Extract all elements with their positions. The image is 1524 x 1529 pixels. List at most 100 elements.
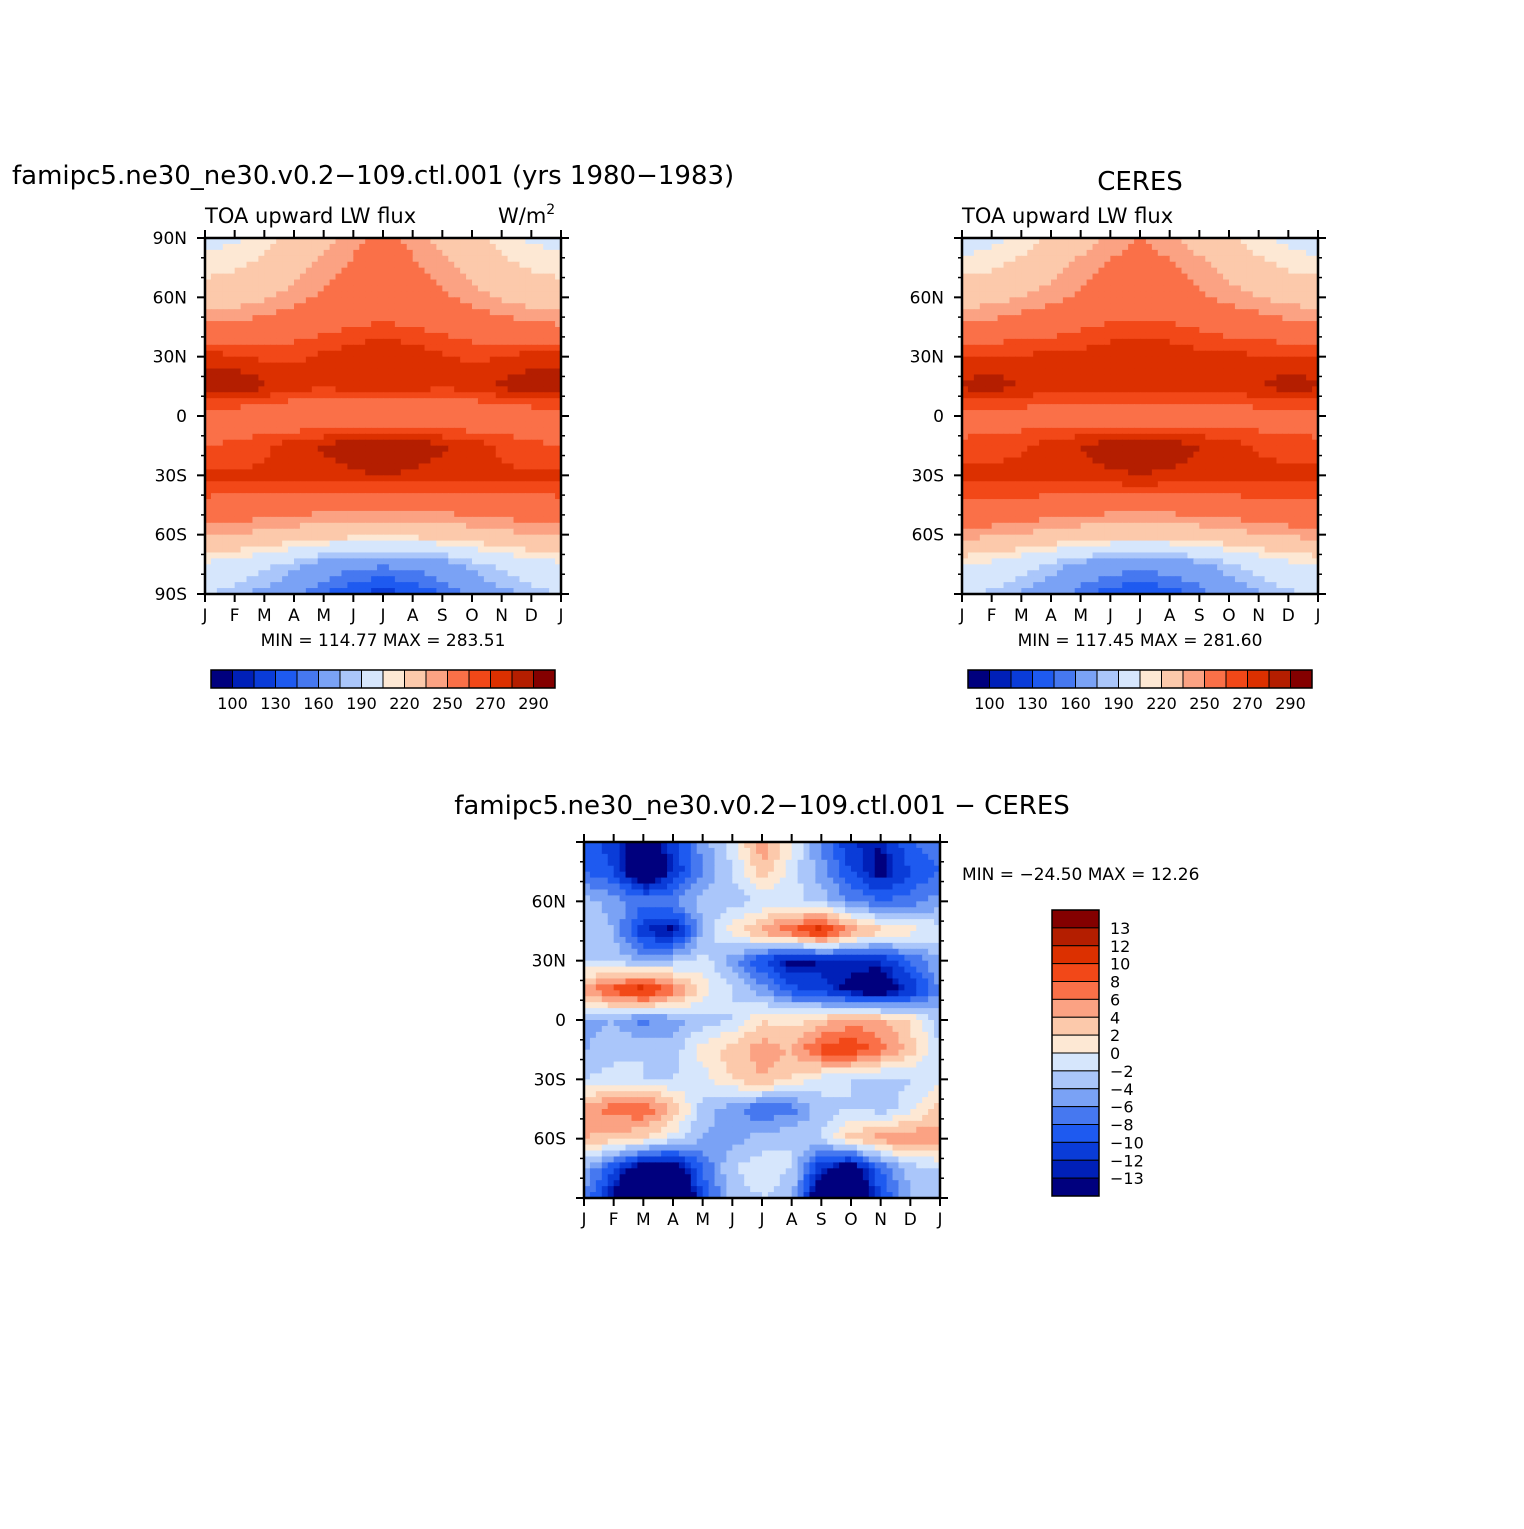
model-cell	[330, 576, 337, 583]
model-cell	[537, 386, 544, 393]
model-cell	[395, 315, 402, 322]
model-cell	[258, 404, 265, 411]
obs-cell	[1116, 327, 1123, 334]
model-cell	[508, 280, 515, 287]
model-cell	[306, 428, 313, 435]
model-cell	[282, 345, 289, 352]
model-cell	[383, 458, 390, 465]
model-cell	[241, 469, 248, 476]
model-cell	[377, 386, 384, 393]
model-cell	[247, 244, 254, 251]
obs-cell	[1288, 274, 1295, 281]
obs-cell	[1093, 244, 1100, 251]
model-cell	[508, 529, 515, 536]
model-cell	[389, 505, 396, 512]
model-colorbar-swatch	[319, 670, 341, 688]
model-cell	[478, 303, 485, 310]
model-cell	[377, 511, 384, 518]
model-cell	[508, 262, 515, 269]
model-cell	[490, 333, 497, 340]
model-cell	[252, 493, 259, 500]
obs-cell	[1015, 333, 1022, 340]
model-cell	[496, 564, 503, 571]
model-cell	[537, 363, 544, 370]
model-cell	[484, 499, 491, 506]
model-cell	[365, 570, 372, 577]
obs-cell	[1199, 256, 1206, 263]
model-cell	[294, 529, 301, 536]
model-cell	[341, 309, 348, 316]
model-cell	[425, 280, 432, 287]
model-cell	[502, 291, 509, 298]
obs-cell	[1241, 345, 1248, 352]
model-cell	[514, 505, 521, 512]
model-cell	[336, 369, 343, 376]
model-cell	[300, 463, 307, 470]
model-cell	[306, 268, 313, 275]
model-cell	[508, 469, 515, 476]
model-cell	[330, 481, 337, 488]
model-cell	[454, 463, 461, 470]
obs-cell	[1276, 285, 1283, 292]
model-cell	[347, 333, 354, 340]
model-cell	[264, 291, 271, 298]
model-cell	[425, 357, 432, 364]
obs-cell	[1241, 339, 1248, 346]
model-cell	[472, 333, 479, 340]
model-cell	[306, 380, 313, 387]
model-cell	[270, 321, 277, 328]
model-cell	[258, 262, 265, 269]
model-cell	[514, 564, 521, 571]
model-cell	[276, 327, 283, 334]
model-cell	[525, 511, 532, 518]
model-cell	[496, 345, 503, 352]
model-cell	[430, 404, 437, 411]
model-cell	[448, 416, 455, 423]
model-cell	[353, 416, 360, 423]
obs-cell	[980, 268, 987, 275]
model-cell	[312, 404, 319, 411]
model-cell	[419, 564, 426, 571]
model-cell	[288, 398, 295, 405]
model-cell	[294, 410, 301, 417]
model-cell	[401, 576, 408, 583]
model-cell	[211, 517, 218, 524]
model-cell	[413, 463, 420, 470]
model-cell	[312, 285, 319, 292]
model-cell	[430, 529, 437, 536]
model-cell	[496, 428, 503, 435]
model-cell	[300, 339, 307, 346]
obs-cell	[1021, 327, 1028, 334]
model-cell	[223, 452, 230, 459]
model-cell	[537, 285, 544, 292]
model-cell	[460, 339, 467, 346]
model-cell	[235, 487, 242, 494]
model-cell	[525, 321, 532, 328]
model-cell	[490, 315, 497, 322]
model-cell	[330, 363, 337, 370]
model-cell	[223, 517, 230, 524]
model-cell	[270, 392, 277, 399]
model-cell	[336, 564, 343, 571]
model-cell	[460, 309, 467, 316]
model-cell	[525, 291, 532, 298]
model-cell	[312, 345, 319, 352]
model-cell	[490, 357, 497, 364]
model-cell	[466, 428, 473, 435]
model-cell	[288, 570, 295, 577]
model-cell	[371, 469, 378, 476]
model-cell	[229, 469, 236, 476]
obs-cell	[1306, 351, 1313, 358]
model-cell	[258, 434, 265, 441]
obs-cell	[992, 327, 999, 334]
model-cell	[229, 523, 236, 530]
model-cell	[288, 374, 295, 381]
model-cell	[211, 511, 218, 518]
model-cell	[341, 410, 348, 417]
model-cell	[341, 469, 348, 476]
model-cell	[401, 268, 408, 275]
model-cell	[478, 475, 485, 482]
model-cell	[442, 475, 449, 482]
obs-cell	[1081, 351, 1088, 358]
